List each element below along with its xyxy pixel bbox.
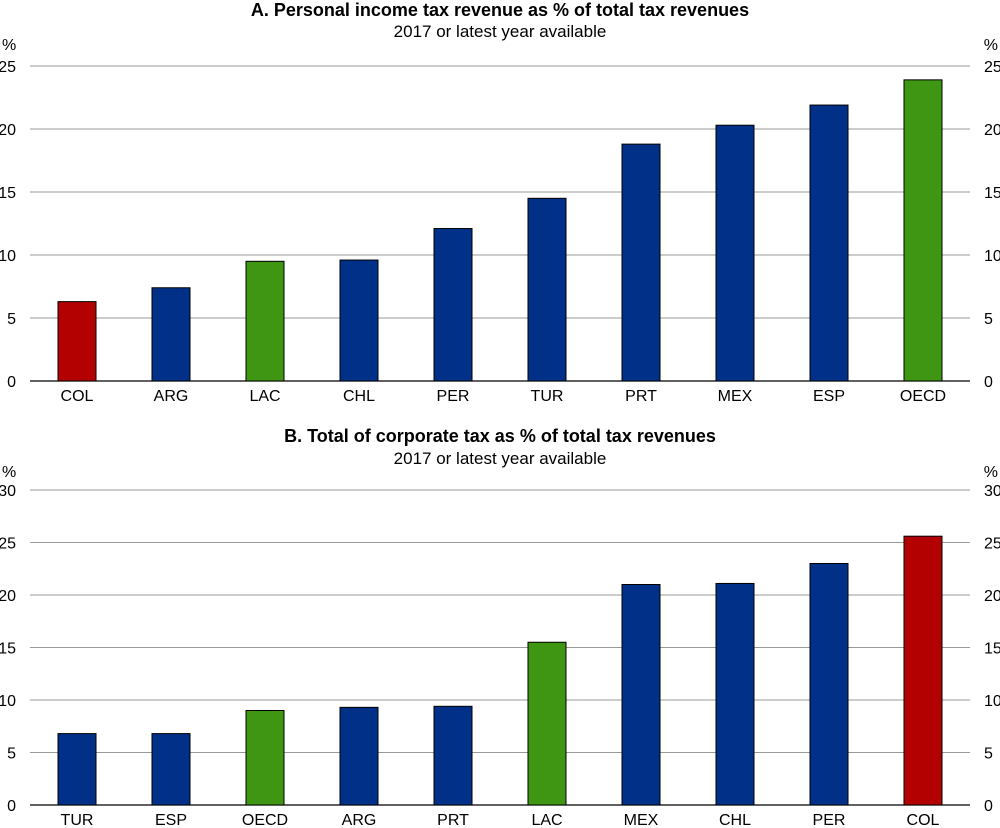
panel-a-y-tick-left: 0 bbox=[7, 374, 16, 391]
panel-b-y-tick-right: 15 bbox=[984, 641, 1000, 658]
panel-b-bar-tur bbox=[57, 733, 97, 806]
panel-a-category-label: TUR bbox=[531, 388, 564, 405]
panel-a-y-tick-right: 15 bbox=[984, 185, 1000, 202]
panel-a-y-tick-right: 10 bbox=[984, 248, 1000, 265]
panel-b-bar-prt bbox=[433, 705, 473, 806]
panel-b-category-label: ESP bbox=[155, 812, 187, 828]
panel-a-category-label: MEX bbox=[718, 388, 753, 405]
panel-b-y-tick-left: 15 bbox=[0, 641, 16, 658]
panel-b-y-tick-left: 5 bbox=[7, 746, 16, 763]
panel-a-category-label: CHL bbox=[343, 388, 375, 405]
panel-a-subtitle: 2017 or latest year available bbox=[394, 22, 607, 41]
panel-b-title: B. Total of corporate tax as % of total … bbox=[284, 426, 716, 446]
panel-b-category-label: PER bbox=[813, 812, 846, 828]
panel-a-y-ticks: 0 0 5 5 10 10 15 15 20 20 25 25 bbox=[0, 59, 1000, 391]
panel-b-bar-col bbox=[903, 535, 943, 806]
panel-a-title: A. Personal income tax revenue as % of t… bbox=[251, 0, 749, 20]
panel-b-bar-esp bbox=[151, 733, 191, 806]
panel-b-category-label: PRT bbox=[437, 812, 469, 828]
panel-b-bar-arg bbox=[339, 706, 379, 806]
panel-a-y-tick-left: 5 bbox=[7, 311, 16, 328]
panel-b-category-label: LAC bbox=[531, 812, 562, 828]
panel-b-y-ticks: 0 0 5 5 10 10 15 15 20 20 25 25 30 30 bbox=[0, 483, 1000, 815]
panel-b-bar-oecd bbox=[245, 710, 285, 806]
panel-a-bar-oecd bbox=[903, 79, 943, 382]
panel-b-category-label: CHL bbox=[719, 812, 751, 828]
panel-a-bar-arg bbox=[151, 287, 191, 382]
panel-a-y-tick-left: 15 bbox=[0, 185, 16, 202]
panel-b-unit-left: % bbox=[2, 464, 16, 481]
panel-a-y-tick-right: 5 bbox=[984, 311, 993, 328]
panel-b-bar-lac bbox=[527, 641, 567, 806]
panel-b-category-label: TUR bbox=[61, 812, 94, 828]
panel-b-y-tick-left: 25 bbox=[0, 536, 16, 553]
panel-b-bar-chl bbox=[715, 582, 755, 806]
panel-a-bar-per bbox=[433, 228, 473, 382]
panel-b-category-label: COL bbox=[907, 812, 940, 828]
panel-a-bar-tur bbox=[527, 197, 567, 382]
panel-b-y-tick-right: 20 bbox=[984, 588, 1000, 605]
panel-b: B. Total of corporate tax as % of total … bbox=[0, 426, 1000, 828]
panel-b-y-tick-left: 20 bbox=[0, 588, 16, 605]
panel-b-categories: TUR ESP OECD ARG PRT LAC MEX CHL PER COL bbox=[61, 812, 940, 828]
panel-b-y-tick-right: 10 bbox=[984, 693, 1000, 710]
panel-a-bar-mex bbox=[715, 124, 755, 382]
panel-a-bars bbox=[57, 79, 943, 382]
panel-b-category-label: ARG bbox=[342, 812, 377, 828]
panel-a-category-label: OECD bbox=[900, 388, 946, 405]
panel-a-categories: COL ARG LAC CHL PER TUR PRT MEX ESP OECD bbox=[61, 388, 947, 405]
panel-a-category-label: ESP bbox=[813, 388, 845, 405]
panel-b-y-tick-right: 30 bbox=[984, 483, 1000, 500]
panel-a-category-label: COL bbox=[61, 388, 94, 405]
panel-a: A. Personal income tax revenue as % of t… bbox=[0, 0, 1000, 405]
panel-a-y-tick-left: 25 bbox=[0, 59, 16, 76]
panel-a-y-tick-right: 20 bbox=[984, 122, 1000, 139]
panel-a-category-label: LAC bbox=[249, 388, 280, 405]
panel-a-y-tick-right: 25 bbox=[984, 59, 1000, 76]
panel-a-category-label: PER bbox=[437, 388, 470, 405]
panel-b-bar-mex bbox=[621, 584, 661, 806]
panel-b-y-tick-left: 0 bbox=[7, 798, 16, 815]
panel-b-subtitle: 2017 or latest year available bbox=[394, 449, 607, 468]
panel-b-y-tick-left: 10 bbox=[0, 693, 16, 710]
panel-a-unit-left: % bbox=[2, 37, 16, 54]
panel-a-bar-lac bbox=[245, 260, 285, 382]
panel-a-y-tick-left: 20 bbox=[0, 122, 16, 139]
panel-b-bars bbox=[57, 535, 943, 806]
panel-a-bar-prt bbox=[621, 143, 661, 382]
panel-a-bar-chl bbox=[339, 259, 379, 382]
panel-b-category-label: MEX bbox=[624, 812, 659, 828]
panel-a-category-label: ARG bbox=[154, 388, 189, 405]
panel-a-y-tick-left: 10 bbox=[0, 248, 16, 265]
panel-a-bar-esp bbox=[809, 104, 849, 382]
panel-b-unit-right: % bbox=[984, 464, 998, 481]
panel-b-y-tick-right: 5 bbox=[984, 746, 993, 763]
panel-a-bar-col bbox=[57, 301, 97, 382]
panel-b-y-tick-right: 25 bbox=[984, 536, 1000, 553]
panel-a-y-tick-right: 0 bbox=[984, 374, 993, 391]
panel-b-category-label: OECD bbox=[242, 812, 288, 828]
panel-b-y-tick-right: 0 bbox=[984, 798, 993, 815]
panel-a-category-label: PRT bbox=[625, 388, 657, 405]
panel-a-unit-right: % bbox=[984, 37, 998, 54]
panel-b-y-tick-left: 30 bbox=[0, 483, 16, 500]
panel-b-bar-per bbox=[809, 563, 849, 806]
